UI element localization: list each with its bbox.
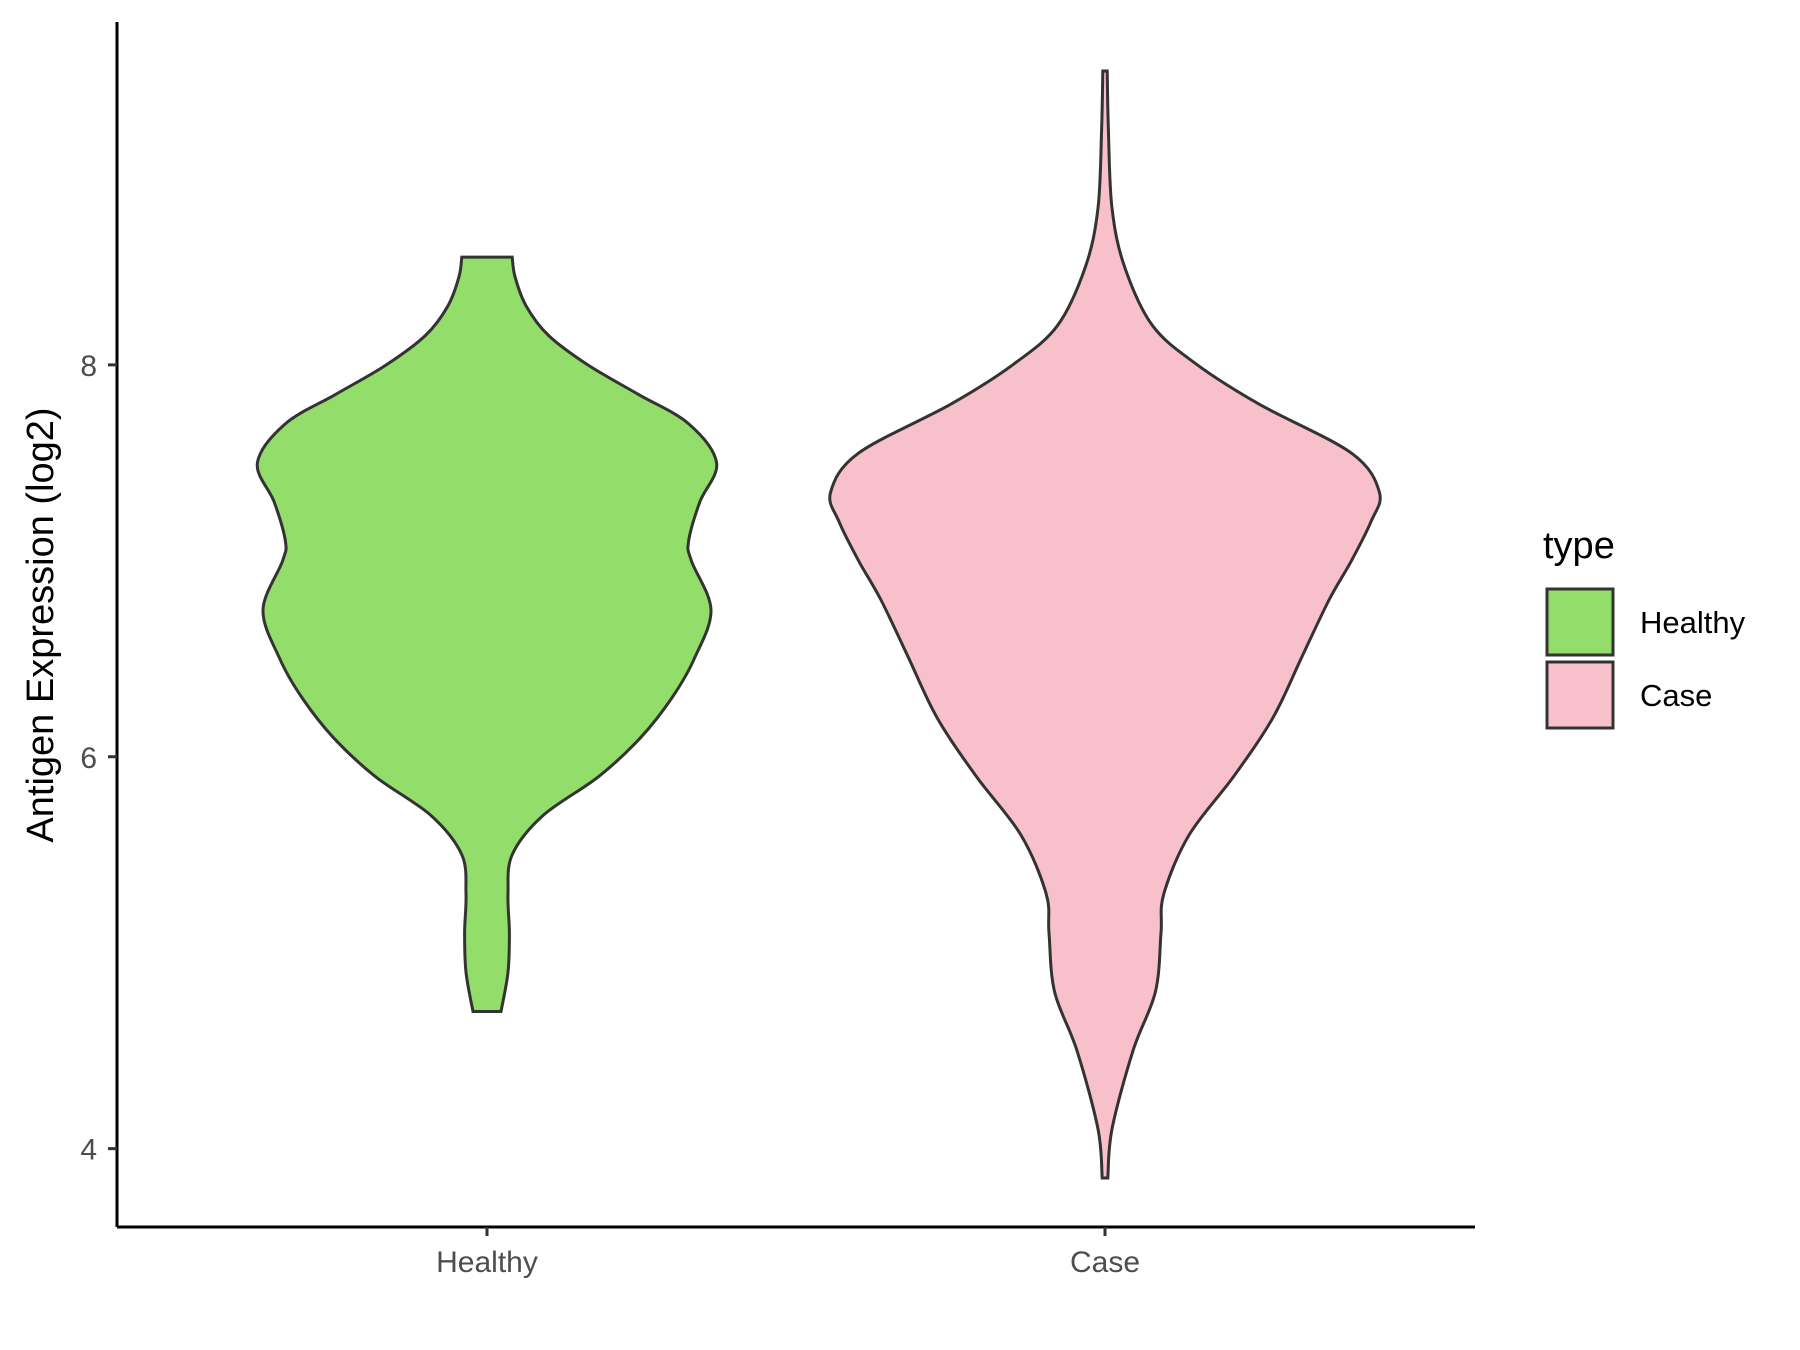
legend-title: type: [1543, 525, 1615, 567]
y-tick-label: 8: [80, 350, 97, 383]
legend-swatch-healthy: [1545, 587, 1615, 657]
violin-case: [828, 69, 1382, 1180]
violin-healthy: [255, 255, 719, 1013]
violins-layer: [255, 69, 1382, 1180]
y-tick-label: 6: [80, 742, 97, 775]
y-tick-label: 4: [80, 1134, 97, 1167]
x-tick-label-healthy: Healthy: [436, 1246, 538, 1279]
y-ticks: 4 6 8: [80, 350, 117, 1167]
x-ticks: Healthy Case: [436, 1227, 1140, 1279]
x-tick-label-case: Case: [1070, 1246, 1140, 1279]
legend-label-case: Case: [1640, 678, 1712, 713]
axes-layer: [115, 22, 1475, 1229]
legend: type Healthy Case: [1543, 525, 1746, 730]
y-axis-title: Antigen Expression (log2): [20, 407, 62, 842]
legend-label-healthy: Healthy: [1640, 605, 1746, 640]
legend-swatch-case: [1545, 660, 1615, 730]
